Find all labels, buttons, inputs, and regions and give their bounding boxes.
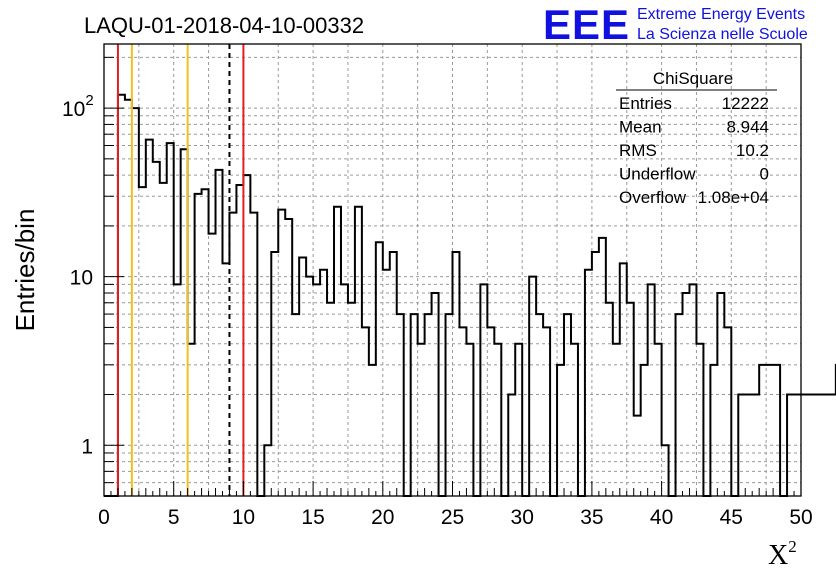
x-tick-label: 45 <box>720 506 743 529</box>
y-tick-label: 1 <box>81 435 93 458</box>
stats-value: 12222 <box>722 94 769 113</box>
x-tick-label: 25 <box>441 506 464 529</box>
histogram-outline <box>104 93 836 497</box>
x-tick-label: 50 <box>789 506 812 529</box>
stats-box: ChiSquare Entries 12222 Mean 8.944 RMS 10.2 Un… <box>616 69 777 207</box>
y-tick-label: 102 <box>62 92 94 121</box>
x-tick-label: 20 <box>371 506 394 529</box>
stats-label: RMS <box>619 141 657 160</box>
x-tick-label: 30 <box>511 506 534 529</box>
stats-label: Entries <box>619 94 672 113</box>
x-tick-label: 40 <box>650 506 673 529</box>
stats-value: 8.944 <box>726 118 769 137</box>
eee-logo-mark: EEE <box>543 1 630 48</box>
x-tick-label: 0 <box>98 506 110 529</box>
vertical-marker-lines <box>116 44 245 496</box>
x-tick-label: 35 <box>580 506 603 529</box>
stats-label: Mean <box>619 118 662 137</box>
axis-ticks <box>103 56 802 497</box>
y-axis-label: Entries/bin <box>10 209 40 332</box>
x-axis-label-superscript: 2 <box>788 537 797 556</box>
logo-line-2: La Scienza nelle Scuole <box>637 26 808 43</box>
eee-logo: EEE Extreme Energy Events La Scienza nel… <box>543 1 808 48</box>
stats-label: Underflow <box>619 165 696 184</box>
y-tick-label-base: 10 <box>62 98 85 121</box>
x-tick-label: 10 <box>232 506 255 529</box>
x-tick-label: 15 <box>301 506 324 529</box>
x-axis-label-base: X <box>768 540 788 571</box>
stats-value: 10.2 <box>736 141 769 160</box>
y-tick-label-exponent: 2 <box>85 92 93 109</box>
chart-title: LAQU-01-2018-04-10-00332 <box>84 13 364 38</box>
x-axis-label: X2 <box>768 537 797 571</box>
stats-value: 0 <box>760 165 769 184</box>
stats-box-title: ChiSquare <box>653 69 733 88</box>
stats-label: Overflow <box>619 188 687 207</box>
histogram-layer <box>104 93 836 497</box>
x-tick-label: 5 <box>168 506 180 529</box>
logo-line-1: Extreme Energy Events <box>637 6 805 23</box>
stats-value: 1.08e+04 <box>698 188 769 207</box>
x-tick-labels: 0 5 10 15 20 25 30 35 40 45 50 <box>98 506 813 529</box>
stats-rows: Entries 12222 Mean 8.944 RMS 10.2 Underflow 0 Ov… <box>619 94 769 207</box>
y-tick-label: 10 <box>70 267 93 290</box>
